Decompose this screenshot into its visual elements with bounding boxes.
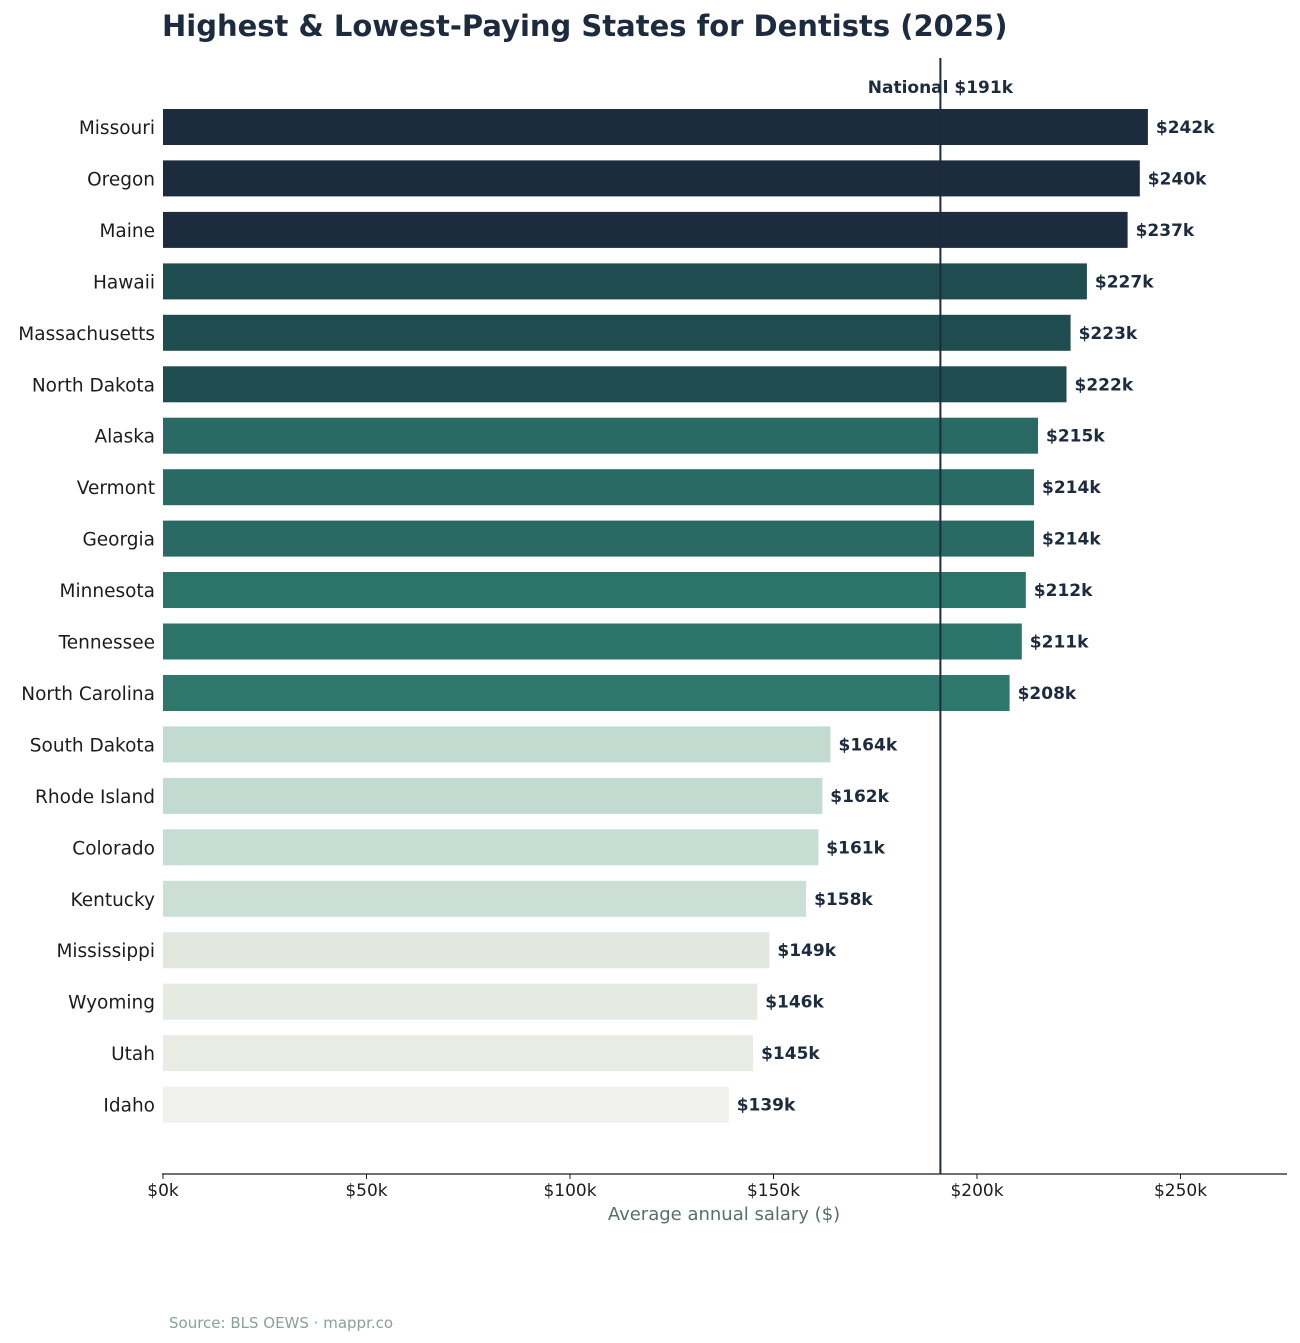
value-label: $214k <box>1042 530 1101 550</box>
category-label: Missouri <box>79 118 155 139</box>
chart-title: Highest & Lowest-Paying States for Denti… <box>162 9 1007 43</box>
bar-tennessee <box>163 623 1022 660</box>
value-label: $145k <box>761 1044 820 1064</box>
value-label: $222k <box>1075 375 1134 395</box>
category-label: Massachusetts <box>18 324 155 345</box>
bar-north-carolina <box>163 675 1010 711</box>
category-label: Maine <box>99 221 155 242</box>
bar-minnesota <box>163 572 1026 608</box>
category-label: Rhode Island <box>35 787 155 808</box>
category-label: North Carolina <box>21 684 155 705</box>
value-label: $161k <box>826 838 885 858</box>
category-label: Idaho <box>103 1096 155 1117</box>
value-label: $162k <box>830 787 889 807</box>
category-label: Alaska <box>95 427 156 448</box>
value-label: $240k <box>1148 169 1207 189</box>
value-label: $242k <box>1156 118 1215 138</box>
value-label: $212k <box>1034 581 1093 601</box>
value-label: $158k <box>814 890 873 910</box>
value-label: $149k <box>777 941 836 961</box>
bar-mississippi <box>163 932 770 969</box>
value-label: $146k <box>765 993 824 1013</box>
bar-south-dakota <box>163 726 831 763</box>
source-note: Source: BLS OEWS · mappr.co <box>169 1314 393 1332</box>
category-label: North Dakota <box>32 375 155 396</box>
x-tick-label: $100k <box>543 1181 596 1201</box>
category-label: Mississippi <box>56 941 155 962</box>
x-tick-label: $150k <box>747 1181 800 1201</box>
category-label: Colorado <box>72 838 155 859</box>
bar-georgia <box>163 520 1034 557</box>
bar-wyoming <box>163 983 758 1020</box>
bar-colorado <box>163 829 819 866</box>
bar-kentucky <box>163 880 807 917</box>
bar-rhode-island <box>163 777 823 814</box>
category-label: Georgia <box>82 530 155 551</box>
category-label: Oregon <box>87 169 155 190</box>
category-label: South Dakota <box>30 735 155 756</box>
value-labels-group: $242k $240k $237k $227k $223k $222k $215k $214k… <box>737 118 1216 1116</box>
category-label: Utah <box>111 1044 155 1065</box>
value-label: $227k <box>1095 272 1154 292</box>
value-label: $211k <box>1030 633 1089 653</box>
value-label: $214k <box>1042 478 1101 498</box>
bar-maine <box>163 211 1128 248</box>
national-reference-label: National $191k <box>868 78 1014 98</box>
bar-north-dakota <box>163 366 1067 403</box>
category-label: Wyoming <box>68 993 155 1014</box>
bar-alaska <box>163 417 1038 454</box>
x-tick-label: $200k <box>950 1181 1003 1201</box>
value-label: $215k <box>1046 427 1105 447</box>
category-label: Minnesota <box>60 581 155 602</box>
x-tick-label: $250k <box>1154 1181 1207 1201</box>
value-label: $223k <box>1079 324 1138 344</box>
value-label: $208k <box>1018 684 1077 704</box>
value-label: $164k <box>839 735 898 755</box>
bar-missouri <box>163 109 1148 145</box>
category-label: Hawaii <box>93 272 155 293</box>
category-label: Kentucky <box>71 890 156 911</box>
x-tick-label: $0k <box>147 1181 179 1201</box>
x-ticks-group: $0k $50k $100k $150k $200k $250k <box>147 1174 1207 1201</box>
bar-hawaii <box>163 263 1087 300</box>
x-tick-label: $50k <box>345 1181 387 1201</box>
value-label: $237k <box>1136 221 1195 241</box>
bar-idaho <box>163 1086 729 1123</box>
bars-group <box>163 109 1148 1123</box>
bar-oregon <box>163 160 1140 197</box>
bar-utah <box>163 1035 754 1072</box>
category-label: Tennessee <box>58 633 155 654</box>
category-label: Vermont <box>77 478 155 499</box>
bar-massachusetts <box>163 314 1071 351</box>
value-label: $139k <box>737 1096 796 1116</box>
category-labels-group: Missouri Oregon Maine Hawaii Massachusetts No… <box>18 118 155 1117</box>
x-axis-title: Average annual salary ($) <box>608 1204 840 1225</box>
bar-vermont <box>163 469 1034 506</box>
